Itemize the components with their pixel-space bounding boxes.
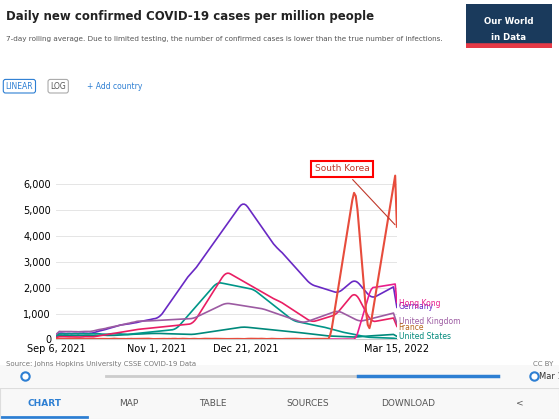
Text: Source: Johns Hopkins University CSSE COVID-19 Data: Source: Johns Hopkins University CSSE CO… (6, 361, 196, 367)
Text: LOG: LOG (50, 82, 66, 91)
Text: Germany: Germany (399, 302, 434, 310)
Text: Daily new confirmed COVID-19 cases per million people: Daily new confirmed COVID-19 cases per m… (6, 10, 374, 23)
Text: SOURCES: SOURCES (286, 399, 329, 408)
Text: MAP: MAP (119, 399, 138, 408)
Text: 7-day rolling average. Due to limited testing, the number of confirmed cases is : 7-day rolling average. Due to limited te… (6, 36, 442, 41)
Text: CHART: CHART (28, 399, 61, 408)
Text: CC BY: CC BY (533, 361, 553, 367)
Text: Hong Kong: Hong Kong (399, 300, 440, 308)
Text: <: < (516, 399, 524, 408)
Text: France: France (399, 323, 424, 332)
Text: + Add country: + Add country (87, 82, 142, 91)
Text: TABLE: TABLE (198, 399, 226, 408)
Text: United Kingdom: United Kingdom (399, 317, 460, 326)
Text: United States: United States (399, 332, 451, 341)
Text: DOWNLOAD: DOWNLOAD (381, 399, 435, 408)
Text: South Korea: South Korea (315, 164, 395, 225)
Text: Our World: Our World (484, 17, 534, 26)
Text: LINEAR: LINEAR (6, 82, 33, 91)
Text: Mar 15, 2022: Mar 15, 2022 (539, 372, 559, 380)
Text: in Data: in Data (491, 33, 527, 41)
